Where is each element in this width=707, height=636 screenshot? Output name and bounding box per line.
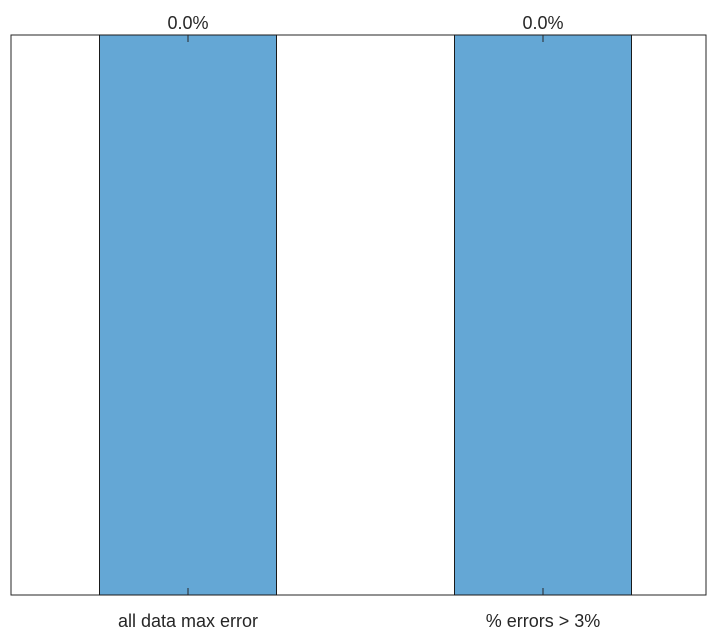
- x-tick-label: % errors > 3%: [486, 611, 601, 631]
- data-label: 0.0%: [167, 13, 208, 33]
- bar: [99, 34, 277, 596]
- labels-layer: all data max error 0.0% % errors > 3% 0.0%: [118, 13, 600, 631]
- data-label: 0.0%: [522, 13, 563, 33]
- ticks-layer: [187, 35, 544, 595]
- bar: [454, 34, 632, 596]
- x-tick-label: all data max error: [118, 611, 258, 631]
